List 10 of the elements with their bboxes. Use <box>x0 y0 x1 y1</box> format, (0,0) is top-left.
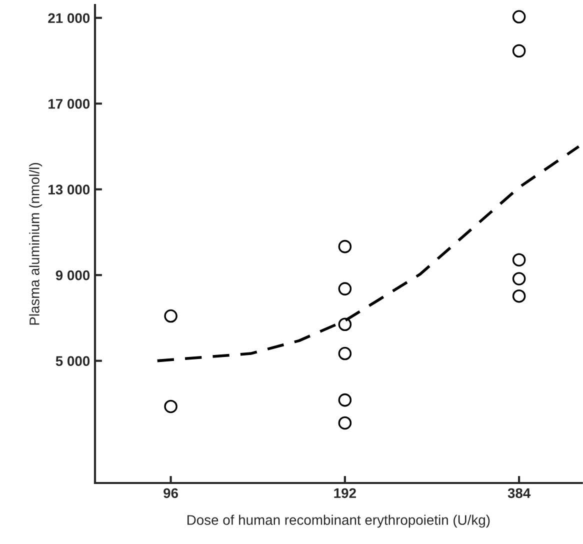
y-axis-title: Plasma aluminium (nmol/l) <box>29 163 42 325</box>
y-tick-label: 13 000 <box>48 184 90 195</box>
x-tick-label: 192 <box>334 488 356 498</box>
y-tick-label: 21 000 <box>48 13 90 24</box>
x-tick-label: 96 <box>164 488 178 498</box>
y-tick-label: 9 000 <box>56 270 90 280</box>
x-tick-label: 384 <box>508 488 531 498</box>
y-tick-label: 17 000 <box>48 98 90 109</box>
x-axis-title: Dose of human recombinant erythropoietin (U/kg) <box>187 514 490 528</box>
y-tick-label: 5 000 <box>56 356 90 366</box>
